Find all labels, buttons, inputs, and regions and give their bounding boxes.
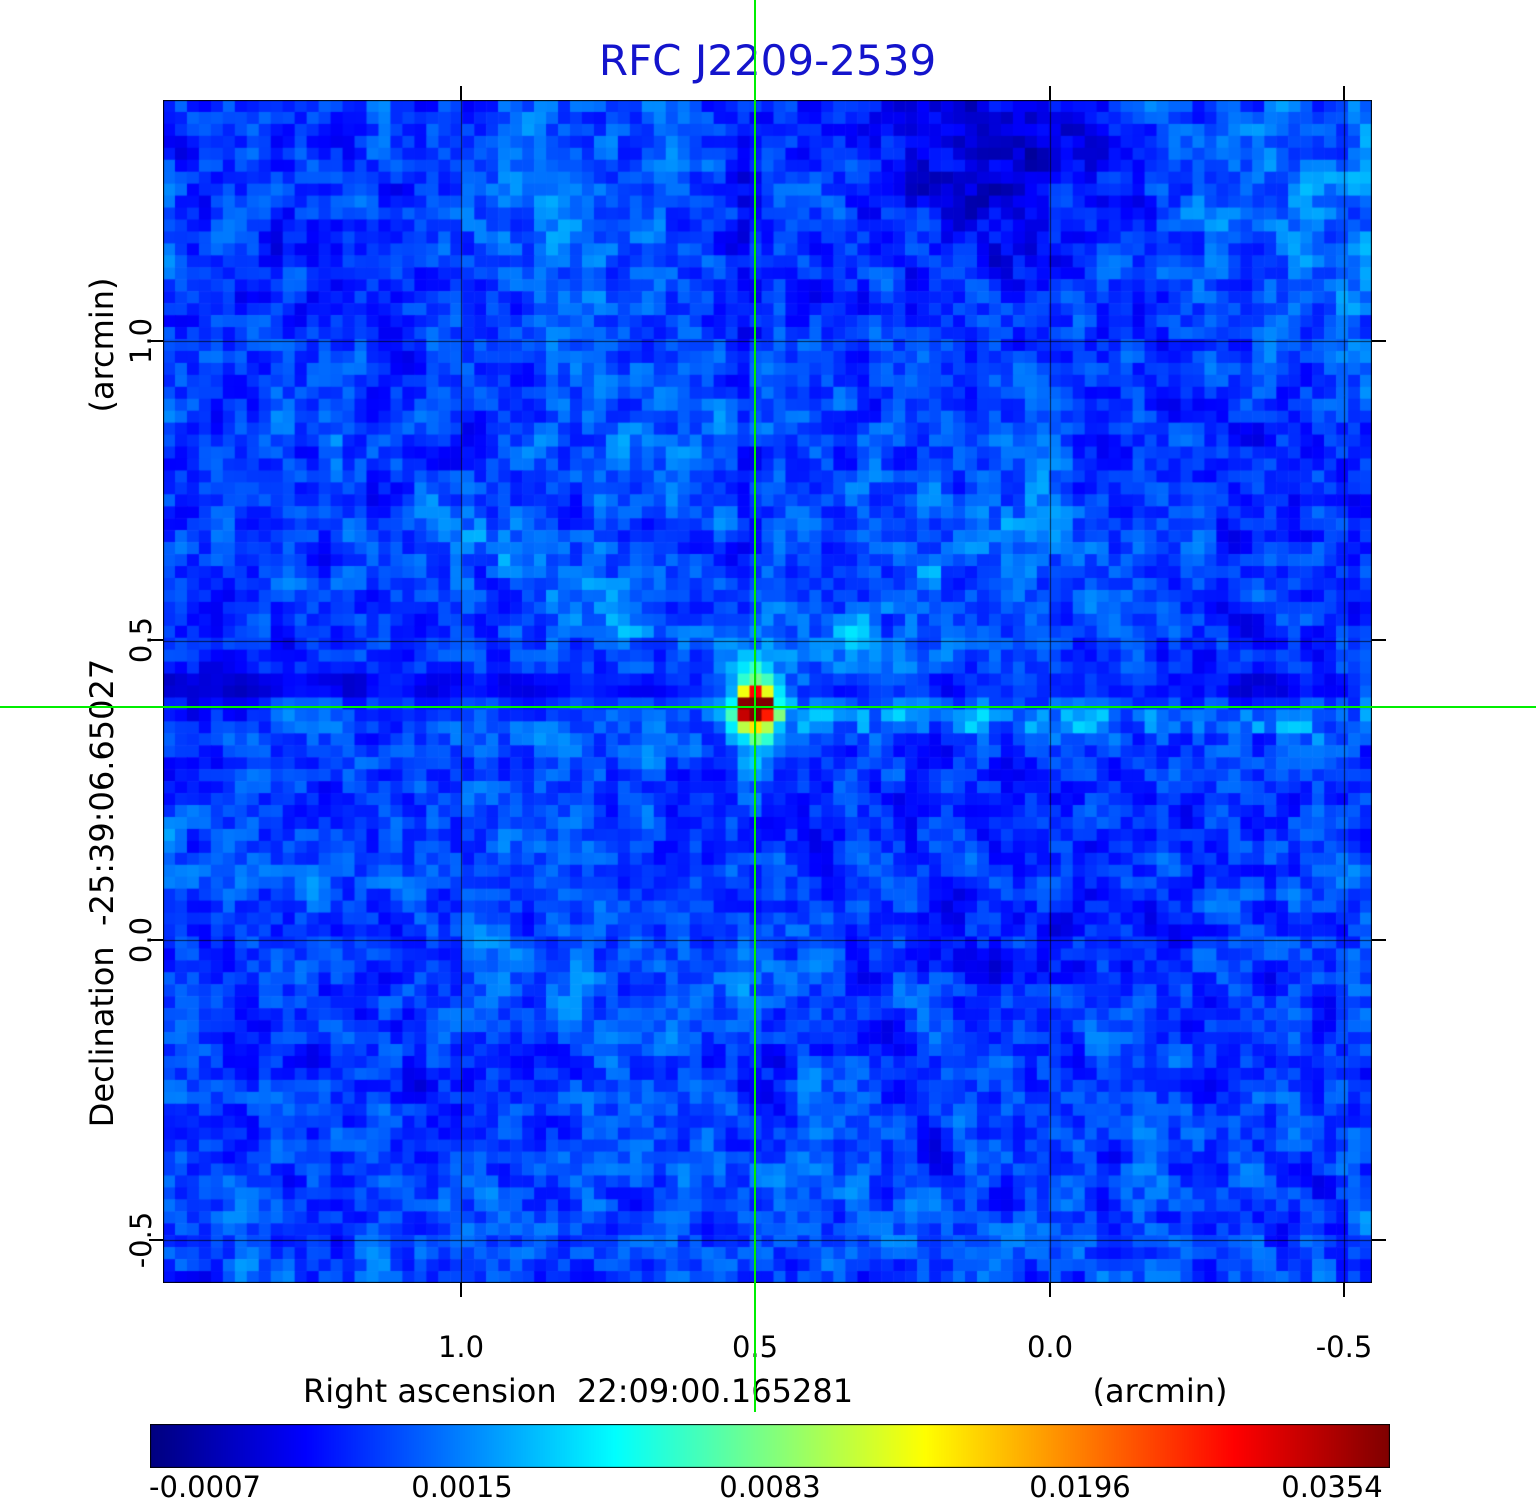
- axis-tick: [149, 1239, 163, 1241]
- colorbar-tick-label: 0.0196: [1029, 1470, 1131, 1504]
- x-tick-label: 0.0: [1026, 1330, 1074, 1364]
- axis-tick: [1372, 1239, 1386, 1241]
- plot-title: RFC J2209-2539: [598, 36, 937, 85]
- colorbar-canvas: [150, 1424, 1390, 1468]
- axis-tick: [1343, 1283, 1345, 1297]
- colorbar-tick-label: -0.0007: [149, 1470, 261, 1504]
- crosshair-horizontal-line: [0, 706, 1536, 709]
- colorbar-tick-label: 0.0354: [1281, 1470, 1383, 1504]
- colorbar-tick-label: 0.0083: [719, 1470, 821, 1504]
- axis-tick: [1049, 86, 1051, 100]
- crosshair-vertical-line: [754, 0, 757, 1412]
- axis-tick: [1343, 86, 1345, 100]
- axis-tick: [1372, 639, 1386, 641]
- x-axis-unit: (arcmin): [1092, 1372, 1228, 1410]
- x-axis-label: Right ascension 22:09:00.165281: [302, 1372, 854, 1410]
- axis-tick: [1372, 939, 1386, 941]
- colorbar-tick-label: 0.0015: [411, 1470, 513, 1504]
- axis-tick: [1049, 1283, 1051, 1297]
- axis-tick: [149, 340, 163, 342]
- x-tick-label: -0.5: [1315, 1330, 1373, 1364]
- axis-tick: [149, 639, 163, 641]
- sky-map-canvas: [163, 100, 1372, 1283]
- axis-tick: [1372, 340, 1386, 342]
- axis-tick: [149, 939, 163, 941]
- axis-tick: [460, 1283, 462, 1297]
- y-axis-label: Declination -25:39:06.65027: [83, 658, 121, 1128]
- x-tick-label: 1.0: [437, 1330, 485, 1364]
- axis-tick: [460, 86, 462, 100]
- y-axis-unit: (arcmin): [83, 277, 121, 413]
